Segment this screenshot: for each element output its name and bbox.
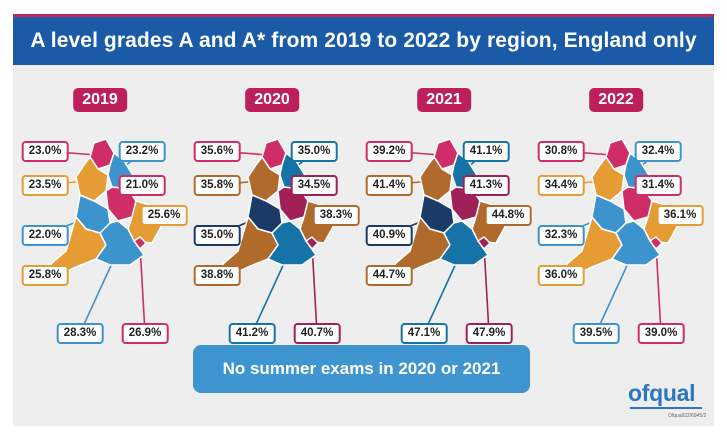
value-label-2021-6: 44.7% bbox=[365, 265, 413, 286]
year-label-2022: 2022 bbox=[589, 88, 643, 112]
region-2020-7 bbox=[267, 220, 317, 266]
value-label-2022-2: 34.4% bbox=[537, 175, 585, 196]
ofqual-logo: ofqual bbox=[628, 380, 696, 406]
leader-line-2022-8 bbox=[655, 244, 662, 334]
chart-title: A level grades A and A* from 2019 to 202… bbox=[13, 17, 714, 65]
value-label-2019-6: 25.8% bbox=[21, 265, 69, 286]
region-2020-8 bbox=[305, 236, 319, 250]
value-label-2020-4: 35.0% bbox=[193, 225, 241, 246]
value-label-2019-2: 23.5% bbox=[21, 175, 69, 196]
value-label-2019-1: 23.2% bbox=[118, 141, 166, 162]
leader-line-2020-7 bbox=[251, 258, 287, 334]
value-label-2021-1: 41.1% bbox=[462, 141, 510, 162]
region-2021-7 bbox=[439, 220, 489, 266]
value-label-2019-8: 26.9% bbox=[121, 323, 169, 344]
year-label-2020: 2020 bbox=[245, 88, 299, 112]
logo-underline bbox=[630, 407, 702, 409]
value-label-2020-2: 35.8% bbox=[193, 175, 241, 196]
value-label-2021-7: 47.1% bbox=[400, 323, 448, 344]
value-label-2020-6: 38.8% bbox=[193, 265, 241, 286]
leader-line-2021-7 bbox=[423, 258, 459, 334]
region-2019-7 bbox=[95, 220, 145, 266]
value-label-2021-2: 41.4% bbox=[365, 175, 413, 196]
region-2022-8 bbox=[649, 236, 663, 250]
value-label-2020-5: 38.3% bbox=[312, 205, 360, 226]
value-label-2020-8: 40.7% bbox=[293, 323, 341, 344]
region-2019-8 bbox=[133, 236, 147, 250]
value-label-2021-5: 44.8% bbox=[484, 205, 532, 226]
leader-line-2022-7 bbox=[595, 258, 631, 334]
value-label-2019-0: 23.0% bbox=[21, 141, 69, 162]
value-label-2022-4: 32.3% bbox=[537, 225, 585, 246]
value-label-2021-0: 39.2% bbox=[365, 141, 413, 162]
value-label-2021-4: 40.9% bbox=[365, 225, 413, 246]
value-label-2020-3: 34.5% bbox=[290, 175, 338, 196]
value-label-2019-7: 28.3% bbox=[56, 323, 104, 344]
leader-line-2021-8 bbox=[483, 244, 490, 334]
value-label-2020-7: 41.2% bbox=[228, 323, 276, 344]
value-label-2022-8: 39.0% bbox=[637, 323, 685, 344]
value-label-2022-3: 31.4% bbox=[634, 175, 682, 196]
value-label-2021-8: 47.9% bbox=[465, 323, 513, 344]
value-label-2019-5: 25.6% bbox=[140, 205, 188, 226]
value-label-2022-1: 32.4% bbox=[634, 141, 682, 162]
value-label-2022-7: 39.5% bbox=[572, 323, 620, 344]
year-label-2019: 2019 bbox=[73, 88, 127, 112]
leader-line-2020-8 bbox=[311, 244, 318, 334]
region-2022-7 bbox=[611, 220, 661, 266]
value-label-2020-1: 35.0% bbox=[290, 141, 338, 162]
leader-line-2019-7 bbox=[79, 258, 115, 334]
region-2021-8 bbox=[477, 236, 491, 250]
value-label-2019-3: 21.0% bbox=[118, 175, 166, 196]
value-label-2019-4: 22.0% bbox=[21, 225, 69, 246]
no-exams-note: No summer exams in 2020 or 2021 bbox=[193, 345, 530, 393]
value-label-2022-6: 36.0% bbox=[537, 265, 585, 286]
leader-line-2019-8 bbox=[139, 244, 146, 334]
reference-code: Ofqual/22/6945/2 bbox=[668, 413, 707, 419]
value-label-2022-5: 36.1% bbox=[656, 205, 704, 226]
top-accent-line bbox=[13, 14, 714, 17]
year-label-2021: 2021 bbox=[417, 88, 471, 112]
value-label-2022-0: 30.8% bbox=[537, 141, 585, 162]
value-label-2020-0: 35.6% bbox=[193, 141, 241, 162]
value-label-2021-3: 41.3% bbox=[462, 175, 510, 196]
